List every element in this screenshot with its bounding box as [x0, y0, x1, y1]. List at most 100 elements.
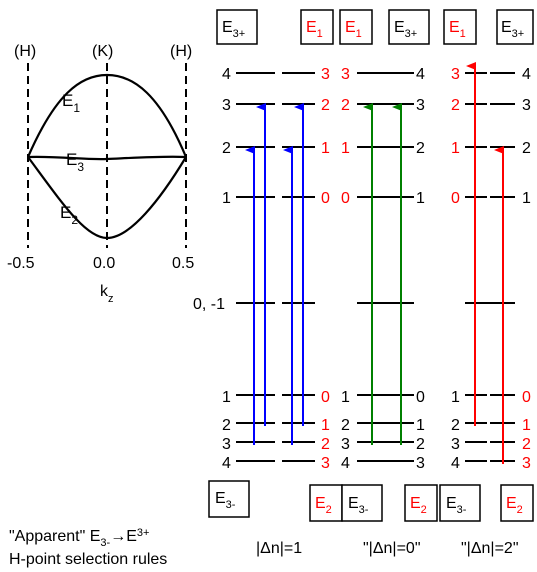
upper-level-4-left: 4	[222, 66, 231, 83]
caption-col2: "|Δn|=0"	[363, 540, 421, 557]
upper-level-4-mid: 4	[416, 66, 425, 83]
e1-level-0-col3: 0	[451, 190, 460, 207]
tick-label-left: -0.5	[7, 255, 35, 272]
transitions-blue	[245, 103, 304, 445]
box-e3plus-col3	[496, 9, 534, 45]
box-e3minus-col2	[341, 484, 383, 522]
e1-level-2-col2: 2	[341, 97, 350, 114]
box-e3plus-col1-label: E3+	[222, 19, 245, 40]
tick-label-center: 0.0	[93, 255, 115, 272]
box-e2-col2-label: E2	[410, 495, 427, 516]
caption-apparent-rule: "Apparent" E3-→E3+	[9, 527, 149, 549]
box-e1-col3	[443, 9, 477, 45]
lower-level-2-left: 2	[222, 417, 231, 434]
e2-level-3-col3: 3	[522, 455, 531, 472]
band-curve-e3	[27, 155, 187, 161]
caption-selection-rules: H-point selection rules	[9, 551, 167, 568]
top-irrep-boxes: E3+ E1 E1 E3+ E1 E3+	[216, 9, 534, 45]
box-e1-col1	[300, 9, 334, 45]
transitions-green	[363, 103, 402, 445]
e1-level-0-col2: 0	[341, 190, 350, 207]
e1-level-0-col1: 0	[321, 190, 330, 207]
upper-level-1-left: 1	[222, 190, 231, 207]
energy-level-lines	[236, 72, 515, 462]
e1-level-3-col3: 3	[451, 66, 460, 83]
box-e3plus-col1	[216, 9, 258, 45]
lower-level-4-col3: 4	[451, 455, 460, 472]
e2-level-0-col1: 0	[321, 389, 330, 406]
upper-level-1-mid: 1	[416, 190, 425, 207]
band-label-e1: E1	[62, 91, 80, 115]
band-curve-e2	[27, 156, 187, 240]
point-label-k: (K)	[92, 43, 113, 60]
e2-level-0-col3: 0	[522, 389, 531, 406]
lower-level-3-col3: 3	[451, 436, 460, 453]
upper-level-3-mid: 3	[416, 97, 425, 114]
point-label-h-left: (H)	[14, 43, 36, 60]
box-e3plus-col2-label: E3+	[394, 19, 417, 40]
box-e1-col2	[339, 9, 373, 45]
box-e1-col2-label: E1	[345, 19, 362, 40]
e1-level-3-col1: 3	[321, 66, 330, 83]
tick-label-right: 0.5	[172, 255, 194, 272]
box-e2-col1-label: E2	[315, 495, 332, 516]
transitions-red	[466, 62, 504, 464]
band-structure-panel: (H) (K) (H) E1 E3 E2 -0.5 0.0 0.5 kz	[7, 43, 194, 305]
e1-level-1-col1: 1	[321, 140, 330, 157]
e1-level-3-col2: 3	[341, 66, 350, 83]
box-e3minus-col1-label: E3-	[215, 490, 236, 511]
lower-level-2-mid: 2	[416, 436, 425, 453]
upper-level-3-left: 3	[222, 97, 231, 114]
lower-level-2-col3: 2	[451, 417, 460, 434]
axis-label-kz: kz	[100, 283, 114, 305]
box-e2-col2	[404, 484, 438, 522]
upper-level-4-right: 4	[522, 66, 531, 83]
box-e3minus-col3-label: E3-	[446, 495, 467, 516]
point-label-h-right: (H)	[170, 43, 192, 60]
box-e2-col1	[309, 484, 343, 522]
upper-level-2-mid: 2	[416, 140, 425, 157]
e2-level-2-col1: 2	[321, 436, 330, 453]
upper-level-labels-col1-red: 3 2 1 0 3 2 1 0 3 2 1 0	[321, 66, 460, 207]
box-e3minus-col1	[208, 480, 250, 518]
e1-level-2-col3: 2	[451, 97, 460, 114]
upper-level-3-right: 3	[522, 97, 531, 114]
lower-level-4-left: 4	[222, 455, 231, 472]
lower-level-1-col2: 1	[341, 389, 350, 406]
lower-level-3-left: 3	[222, 436, 231, 453]
box-e2-col3-label: E2	[506, 495, 523, 516]
bottom-irrep-boxes: E3- E2 E3- E2 E3- E2	[208, 480, 534, 522]
upper-level-2-right: 2	[522, 140, 531, 157]
box-e2-col3	[500, 484, 534, 522]
e2-level-1-col1: 1	[321, 417, 330, 434]
lower-level-labels-red: 0 1 2 3 0 1 2 3	[321, 389, 531, 472]
lower-level-1-mid: 1	[416, 417, 425, 434]
e2-level-3-col1: 3	[321, 455, 330, 472]
upper-level-labels-col2: 4 3 2 1 4 3 2 1	[416, 66, 531, 207]
lower-level-4-col2: 4	[341, 455, 350, 472]
lower-level-2-col2: 2	[341, 417, 350, 434]
lower-level-0-mid: 0	[416, 389, 425, 406]
upper-level-labels-col1: 4 3 2 1	[222, 66, 231, 207]
lower-level-labels-black: 1 2 3 4 1 2 3 4 0 1 2 3 1 2 3 4	[222, 389, 460, 472]
upper-level-2-left: 2	[222, 140, 231, 157]
e1-level-1-col3: 1	[451, 140, 460, 157]
middle-level-label: 0, -1	[193, 296, 225, 313]
band-label-e2: E2	[60, 203, 78, 227]
lower-level-3-mid: 3	[416, 455, 425, 472]
e2-level-1-col3: 1	[522, 417, 531, 434]
e2-level-2-col3: 2	[522, 436, 531, 453]
upper-level-1-right: 1	[522, 190, 531, 207]
band-label-e3: E3	[66, 150, 84, 174]
box-e1-col1-label: E1	[306, 19, 323, 40]
e1-level-1-col2: 1	[341, 140, 350, 157]
box-e3minus-col2-label: E3-	[348, 495, 369, 516]
box-e1-col3-label: E1	[449, 19, 466, 40]
e1-level-2-col1: 2	[321, 97, 330, 114]
box-e3plus-col2	[388, 9, 430, 45]
caption-col1: |Δn|=1	[256, 540, 302, 557]
box-e3minus-col3	[439, 484, 481, 522]
lower-level-3-col2: 3	[341, 436, 350, 453]
caption-col3: "|Δn|=2"	[461, 540, 519, 557]
